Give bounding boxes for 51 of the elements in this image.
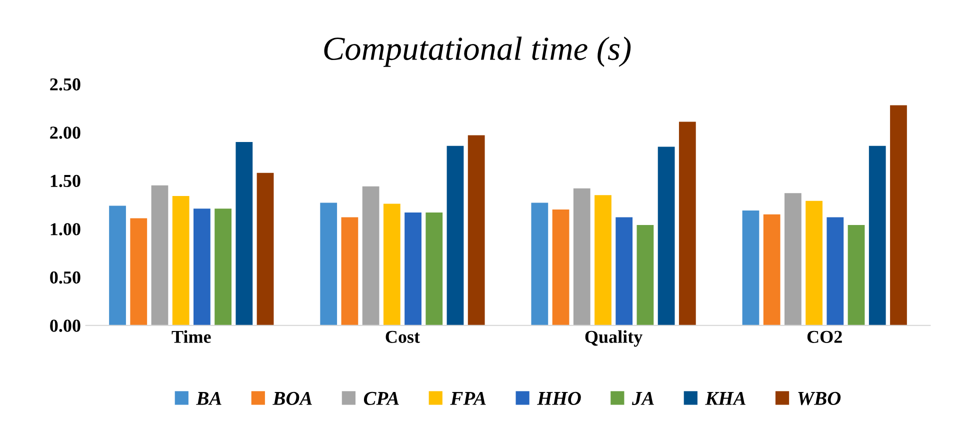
y-tick-label: 0.00 <box>50 320 80 332</box>
bar <box>341 217 358 326</box>
x-tick-label: CO2 <box>807 330 842 343</box>
y-tick-label: 2.50 <box>50 78 80 91</box>
bar <box>890 105 907 326</box>
bar <box>763 214 780 326</box>
bar <box>848 225 865 326</box>
bar <box>320 202 338 326</box>
legend-label: JA <box>632 392 654 405</box>
bar <box>826 217 844 326</box>
bar <box>636 225 654 326</box>
bar <box>446 146 464 326</box>
bar <box>616 217 633 326</box>
bar <box>130 218 148 326</box>
bar <box>806 200 823 326</box>
bar <box>742 210 760 326</box>
bar <box>236 142 253 326</box>
bar <box>594 195 612 326</box>
y-tick-label: 0.50 <box>50 271 80 284</box>
x-tick-label: Quality <box>585 330 642 347</box>
legend-label: FPA <box>450 392 486 405</box>
bar <box>383 204 400 326</box>
chart-title: Computational time (s) <box>324 36 631 67</box>
bar <box>784 193 802 326</box>
bar <box>172 196 190 326</box>
bar <box>194 208 210 326</box>
bar <box>109 206 126 326</box>
legend-label: BOA <box>272 392 312 405</box>
bar <box>151 185 168 326</box>
bar <box>362 186 380 326</box>
bar <box>868 146 886 326</box>
x-tick-label: Cost <box>386 330 420 343</box>
legend-label: WBO <box>798 392 841 406</box>
legend-label: CPA <box>364 392 399 405</box>
bar <box>678 122 696 326</box>
bar <box>468 135 485 326</box>
x-tick-label: Time <box>172 330 211 343</box>
y-tick-label: 1.00 <box>50 223 80 236</box>
legend-label: KHA <box>705 392 746 405</box>
bar <box>658 146 675 326</box>
y-tick-label: 1.50 <box>50 174 80 188</box>
bar <box>404 212 422 326</box>
y-tick-label: 2.00 <box>50 126 80 139</box>
bar <box>531 202 548 326</box>
bar <box>426 212 443 326</box>
bar <box>573 188 590 326</box>
bar <box>552 210 570 326</box>
bar <box>214 208 232 326</box>
bar <box>256 172 274 326</box>
legend-label: BA <box>196 392 222 405</box>
legend-label: HHO <box>537 392 581 405</box>
